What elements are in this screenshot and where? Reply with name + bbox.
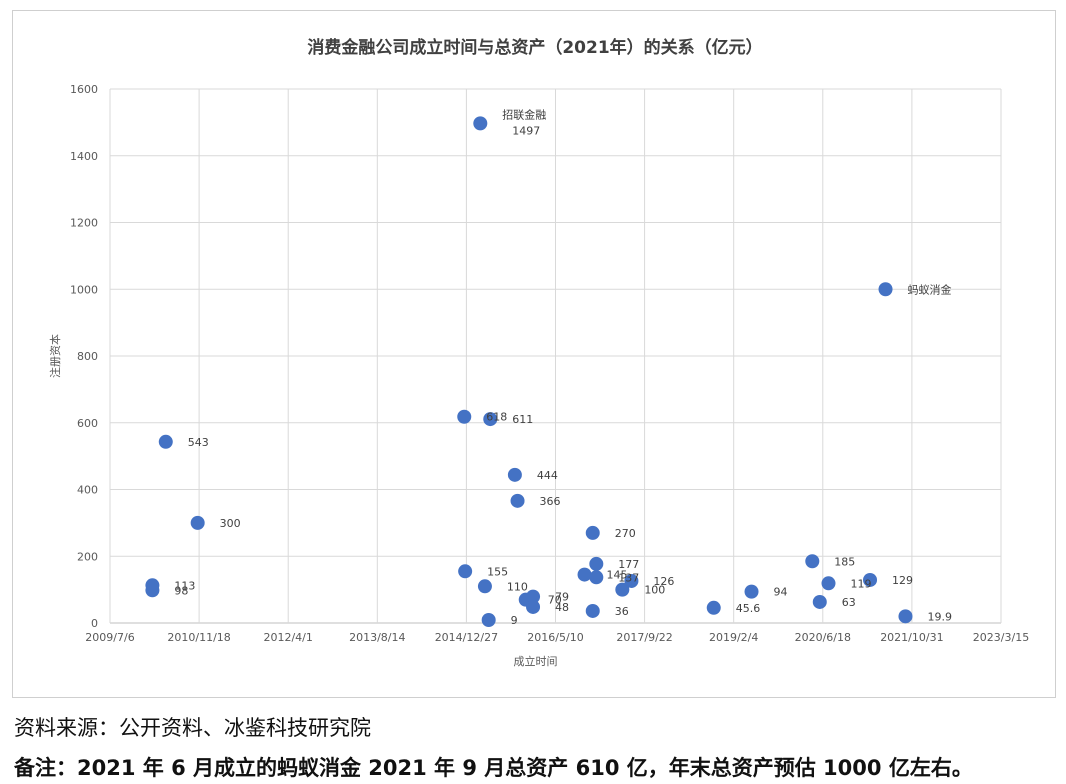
x-tick-label: 2013/8/14 bbox=[349, 631, 405, 644]
x-tick-label: 2009/7/6 bbox=[85, 631, 134, 644]
source-note: 资料来源：公开资料、冰鉴科技研究院 bbox=[14, 716, 371, 740]
data-point bbox=[624, 573, 639, 588]
x-tick-label: 2023/3/15 bbox=[973, 631, 1029, 644]
x-tick-label: 2019/2/4 bbox=[709, 631, 758, 644]
data-point bbox=[477, 579, 492, 594]
data-point bbox=[473, 116, 488, 131]
data-label: 100 bbox=[644, 584, 665, 597]
y-tick-label: 1200 bbox=[70, 217, 98, 230]
data-label: 126 bbox=[653, 575, 674, 588]
y-tick-label: 1400 bbox=[70, 150, 98, 163]
data-label: 招联金融 1497 bbox=[502, 107, 546, 137]
y-tick-label: 600 bbox=[77, 417, 98, 430]
data-label: 48 bbox=[555, 601, 569, 614]
data-point bbox=[510, 493, 525, 508]
data-point bbox=[805, 554, 820, 569]
data-label: 94 bbox=[774, 586, 788, 599]
y-tick-label: 200 bbox=[77, 550, 98, 563]
y-tick-label: 800 bbox=[77, 350, 98, 363]
data-label: 36 bbox=[615, 605, 629, 618]
x-tick-label: 2021/10/31 bbox=[880, 631, 943, 644]
data-label: 129 bbox=[892, 574, 913, 587]
data-label: 137 bbox=[618, 571, 639, 584]
x-axis-title: 成立时间 bbox=[514, 654, 558, 668]
data-label: 155 bbox=[487, 565, 508, 578]
data-label: 444 bbox=[537, 469, 558, 482]
data-label: 543 bbox=[188, 436, 209, 449]
data-point bbox=[812, 594, 827, 609]
data-label: 270 bbox=[615, 527, 636, 540]
data-label: 98 bbox=[174, 584, 188, 597]
data-point bbox=[615, 582, 630, 597]
remark-note: 备注：2021 年 6 月成立的蚂蚁消金 2021 年 9 月总资产 610 亿… bbox=[14, 756, 973, 780]
data-point bbox=[863, 572, 878, 587]
data-label: 113 bbox=[174, 579, 195, 592]
data-label: 蚂蚁消金 bbox=[908, 282, 952, 296]
data-label: 45.6 bbox=[736, 602, 761, 615]
data-label: 177 bbox=[618, 558, 639, 571]
x-tick-label: 2014/12/27 bbox=[435, 631, 498, 644]
x-tick-label: 2010/11/18 bbox=[167, 631, 230, 644]
data-label: 9 bbox=[511, 614, 518, 627]
y-tick-label: 0 bbox=[91, 617, 98, 630]
y-tick-label: 400 bbox=[77, 484, 98, 497]
data-point bbox=[458, 564, 473, 579]
data-point bbox=[577, 567, 592, 582]
data-label: 63 bbox=[842, 596, 856, 609]
y-axis-title: 注册资本 bbox=[48, 334, 62, 378]
data-point bbox=[821, 576, 836, 591]
data-point bbox=[589, 570, 604, 585]
y-tick-label: 1000 bbox=[70, 283, 98, 296]
data-label: 185 bbox=[834, 555, 855, 568]
data-point bbox=[481, 612, 496, 627]
data-point bbox=[526, 599, 541, 614]
data-point bbox=[507, 467, 522, 482]
data-label: 618 bbox=[486, 411, 507, 424]
x-tick-label: 2016/5/10 bbox=[527, 631, 583, 644]
data-label: 79 bbox=[555, 591, 569, 604]
x-tick-label: 2017/9/22 bbox=[616, 631, 672, 644]
chart-title: 消费金融公司成立时间与总资产（2021年）的关系（亿元） bbox=[307, 38, 763, 58]
scatter-chart: 0 200 400 600 800 1000 1200 1400 1600 2009/7/6 201… bbox=[48, 83, 1029, 668]
data-label: 119 bbox=[851, 577, 872, 590]
x-tick-label: 2020/6/18 bbox=[795, 631, 851, 644]
data-label: 300 bbox=[220, 517, 241, 530]
data-label: 70 bbox=[548, 594, 562, 607]
data-label: 19.9 bbox=[927, 610, 952, 623]
data-point bbox=[589, 556, 604, 571]
x-tick-label: 2012/4/1 bbox=[263, 631, 312, 644]
data-label: 145 bbox=[607, 569, 628, 582]
data-label: 611 bbox=[512, 413, 533, 426]
data-point bbox=[526, 589, 541, 604]
data-point bbox=[190, 515, 205, 530]
chart-frame: 消费金融公司成立时间与总资产（2021年）的关系（亿元） 0 200 400 600 8… bbox=[12, 10, 1056, 698]
data-point bbox=[585, 525, 600, 540]
data-point bbox=[483, 412, 498, 427]
data-point bbox=[457, 409, 472, 424]
data-point bbox=[145, 583, 160, 598]
y-tick-label: 1600 bbox=[70, 83, 98, 96]
data-point bbox=[878, 282, 893, 297]
data-label: 366 bbox=[540, 495, 561, 508]
data-point bbox=[744, 584, 759, 599]
data-point bbox=[158, 434, 173, 449]
data-point bbox=[585, 603, 600, 618]
data-label: 110 bbox=[507, 580, 528, 593]
data-point bbox=[706, 600, 721, 615]
data-point bbox=[898, 609, 913, 624]
